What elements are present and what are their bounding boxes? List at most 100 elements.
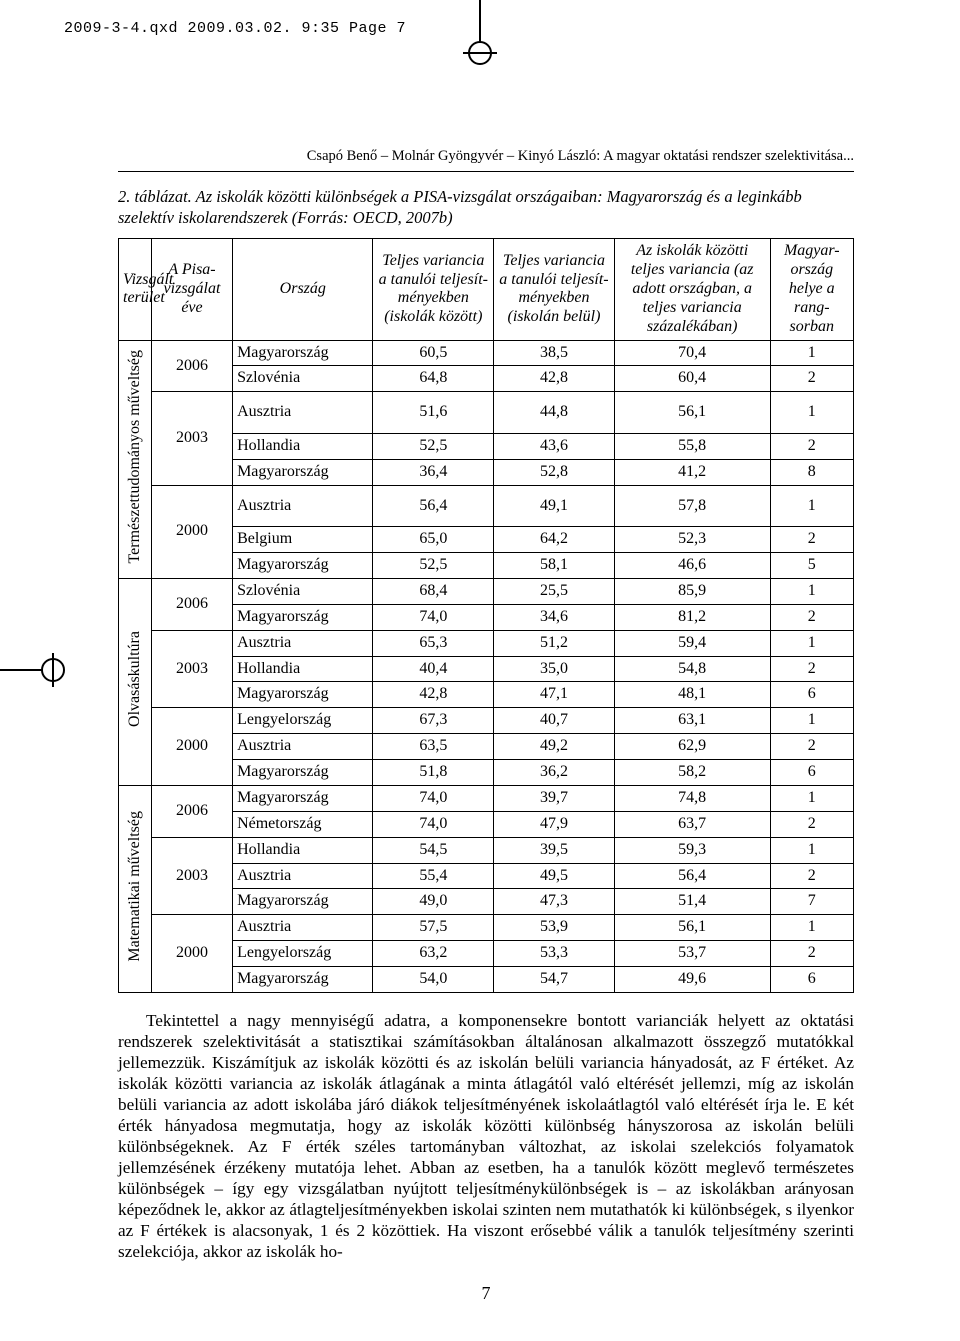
var-within-cell: 47,3: [494, 889, 615, 915]
table-caption: 2. táblázat. Az iskolák közötti különbsé…: [118, 186, 854, 228]
pct-cell: 60,4: [614, 366, 770, 392]
rank-cell: 6: [770, 682, 853, 708]
var-between-cell: 64,8: [373, 366, 494, 392]
var-within-cell: 58,1: [494, 553, 615, 579]
var-between-cell: 63,5: [373, 734, 494, 760]
rank-cell: 2: [770, 941, 853, 967]
var-within-cell: 54,7: [494, 967, 615, 993]
var-between-cell: 54,5: [373, 837, 494, 863]
header-rule: [118, 171, 854, 172]
col-header-domain: Vizsgált terület: [119, 239, 152, 340]
country-cell: Magyarország: [233, 459, 373, 485]
pct-cell: 41,2: [614, 459, 770, 485]
pct-cell: 53,7: [614, 941, 770, 967]
var-within-cell: 39,7: [494, 785, 615, 811]
var-within-cell: 43,6: [494, 433, 615, 459]
pct-cell: 74,8: [614, 785, 770, 811]
pct-cell: 81,2: [614, 604, 770, 630]
var-between-cell: 63,2: [373, 941, 494, 967]
pct-cell: 70,4: [614, 340, 770, 366]
pct-cell: 58,2: [614, 760, 770, 786]
country-cell: Ausztria: [233, 863, 373, 889]
country-cell: Magyarország: [233, 785, 373, 811]
pct-cell: 56,4: [614, 863, 770, 889]
country-cell: Ausztria: [233, 485, 373, 527]
var-within-cell: 25,5: [494, 578, 615, 604]
var-between-cell: 40,4: [373, 656, 494, 682]
year-cell: 2000: [151, 915, 232, 993]
var-between-cell: 67,3: [373, 708, 494, 734]
pct-cell: 49,6: [614, 967, 770, 993]
country-cell: Hollandia: [233, 837, 373, 863]
var-within-cell: 38,5: [494, 340, 615, 366]
rank-cell: 2: [770, 656, 853, 682]
var-between-cell: 51,6: [373, 392, 494, 434]
domain-label: Természettudományos műveltség: [119, 340, 152, 578]
var-within-cell: 34,6: [494, 604, 615, 630]
rank-cell: 1: [770, 340, 853, 366]
rank-cell: 1: [770, 392, 853, 434]
var-between-cell: 74,0: [373, 604, 494, 630]
var-between-cell: 52,5: [373, 553, 494, 579]
rank-cell: 2: [770, 863, 853, 889]
pct-cell: 62,9: [614, 734, 770, 760]
country-cell: Magyarország: [233, 553, 373, 579]
pct-cell: 48,1: [614, 682, 770, 708]
var-within-cell: 40,7: [494, 708, 615, 734]
var-within-cell: 52,8: [494, 459, 615, 485]
rank-cell: 1: [770, 915, 853, 941]
country-cell: Ausztria: [233, 630, 373, 656]
pct-cell: 51,4: [614, 889, 770, 915]
var-within-cell: 47,1: [494, 682, 615, 708]
pct-cell: 59,3: [614, 837, 770, 863]
var-between-cell: 49,0: [373, 889, 494, 915]
year-cell: 2006: [151, 578, 232, 630]
domain-label-text: Matematikai műveltség: [126, 805, 145, 968]
var-between-cell: 74,0: [373, 811, 494, 837]
pct-cell: 85,9: [614, 578, 770, 604]
rank-cell: 1: [770, 785, 853, 811]
pct-cell: 46,6: [614, 553, 770, 579]
var-within-cell: 53,3: [494, 941, 615, 967]
rank-cell: 1: [770, 578, 853, 604]
rank-cell: 1: [770, 485, 853, 527]
country-cell: Ausztria: [233, 392, 373, 434]
domain-label-text: Természettudományos műveltség: [126, 344, 145, 570]
rank-cell: 6: [770, 760, 853, 786]
year-cell: 2003: [151, 392, 232, 485]
var-between-cell: 57,5: [373, 915, 494, 941]
year-cell: 2006: [151, 785, 232, 837]
var-between-cell: 65,3: [373, 630, 494, 656]
year-cell: 2003: [151, 837, 232, 915]
var-within-cell: 47,9: [494, 811, 615, 837]
var-within-cell: 49,5: [494, 863, 615, 889]
domain-label-text: Olvasáskultúra: [126, 625, 145, 733]
var-between-cell: 74,0: [373, 785, 494, 811]
country-cell: Magyarország: [233, 889, 373, 915]
country-cell: Belgium: [233, 527, 373, 553]
running-header: Csapó Benő – Molnár Gyöngyvér – Kinyó Lá…: [118, 148, 854, 165]
var-within-cell: 53,9: [494, 915, 615, 941]
var-within-cell: 42,8: [494, 366, 615, 392]
domain-label: Olvasáskultúra: [119, 578, 152, 785]
pct-cell: 63,1: [614, 708, 770, 734]
rank-cell: 1: [770, 708, 853, 734]
selectivity-table: Vizsgált terület A Pisa-vizsgálat éve Or…: [118, 238, 854, 993]
body-paragraph: Tekintettel a nagy mennyiségű adatra, a …: [118, 1011, 854, 1263]
rank-cell: 6: [770, 967, 853, 993]
var-between-cell: 51,8: [373, 760, 494, 786]
rank-cell: 1: [770, 837, 853, 863]
var-between-cell: 52,5: [373, 433, 494, 459]
crop-mark: [52, 653, 54, 687]
rank-cell: 1: [770, 630, 853, 656]
var-between-cell: 56,4: [373, 485, 494, 527]
country-cell: Szlovénia: [233, 366, 373, 392]
pct-cell: 54,8: [614, 656, 770, 682]
var-within-cell: 39,5: [494, 837, 615, 863]
country-cell: Németország: [233, 811, 373, 837]
rank-cell: 7: [770, 889, 853, 915]
pct-cell: 52,3: [614, 527, 770, 553]
pct-cell: 56,1: [614, 915, 770, 941]
print-slug: 2009-3-4.qxd 2009.03.02. 9:35 Page 7: [64, 20, 406, 37]
var-within-cell: 49,1: [494, 485, 615, 527]
